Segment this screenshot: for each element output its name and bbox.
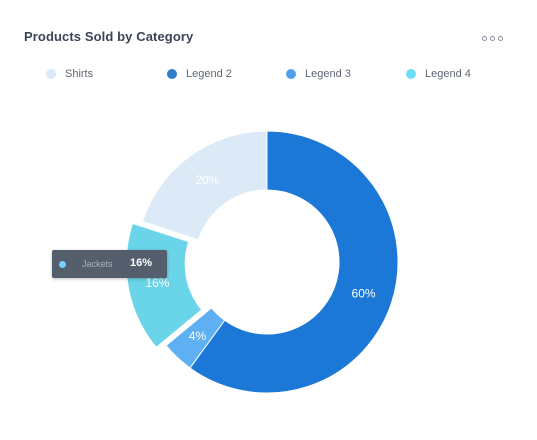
legend-label: Shirts [65,68,94,80]
legend-item-legend-2[interactable]: Legend 2 [167,68,232,80]
legend-item-shirts[interactable]: Shirts [46,68,93,80]
tooltip-value: 16% [130,257,153,269]
legend-label: Legend 4 [425,68,471,80]
tooltip-swatch-icon [59,261,66,268]
tooltip-label: Jackets [82,259,113,269]
legend-swatch-icon [167,69,177,79]
legend-swatch-icon [286,69,296,79]
donut-slice[interactable] [141,130,268,241]
chart-tooltip: Jackets 16% [52,250,167,278]
chart-title: Products Sold by Category [24,29,194,44]
legend-item-legend-3[interactable]: Legend 3 [286,68,351,80]
slice-label: 4% [189,329,207,343]
donut-slice[interactable] [189,130,399,394]
legend-label: Legend 3 [305,68,351,80]
slice-label: 60% [352,286,376,300]
more-options-icon[interactable] [482,32,514,44]
legend-label: Legend 2 [186,68,232,80]
legend-item-legend-4[interactable]: Legend 4 [406,68,471,80]
more-dot [482,35,487,41]
legend-swatch-icon [46,69,56,79]
slice-label: 16% [145,276,169,290]
more-dot [490,35,495,41]
chart-legend: Shirts Legend 2 Legend 3 Legend 4 [0,68,537,84]
more-dot [498,35,503,41]
donut-slice[interactable] [165,307,226,369]
slice-label: 20% [195,173,219,187]
legend-swatch-icon [406,69,416,79]
